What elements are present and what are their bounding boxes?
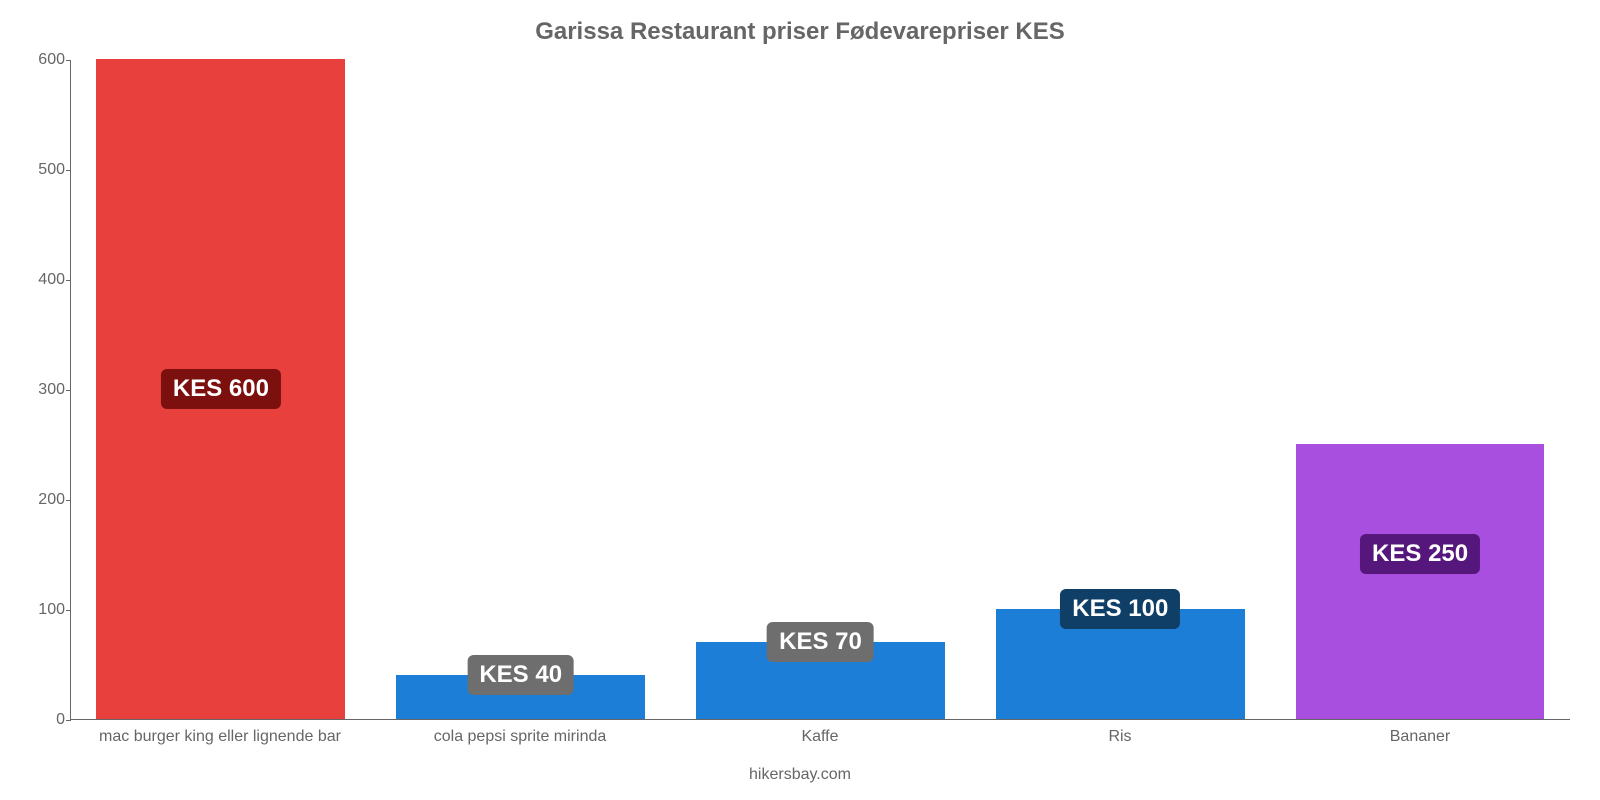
bars-container: KES 600 KES 40 KES 70 KES 100 KES 250	[71, 60, 1570, 719]
bar-slot: KES 100	[970, 60, 1270, 719]
chart-footer: hikersbay.com	[0, 766, 1600, 784]
bar-value-label: KES 40	[467, 655, 574, 695]
bar-value-label: KES 100	[1060, 589, 1180, 629]
y-tick-label: 300	[21, 381, 65, 399]
x-axis-label: cola pepsi sprite mirinda	[370, 728, 670, 746]
y-tick-label: 400	[21, 271, 65, 289]
bar-value-label: KES 250	[1360, 534, 1480, 574]
y-tick-mark	[66, 60, 71, 61]
plot-area: KES 600KES 40KES 70KES 100KES 250 010020…	[70, 60, 1570, 720]
price-bar-chart: Garissa Restaurant priser Fødevarepriser…	[0, 0, 1600, 800]
x-axis-label: Ris	[970, 728, 1270, 746]
bar-slot: KES 600	[71, 60, 371, 719]
y-tick-mark	[66, 280, 71, 281]
y-tick-label: 0	[21, 711, 65, 729]
bar	[1296, 444, 1545, 719]
y-tick-mark	[66, 390, 71, 391]
y-tick-label: 200	[21, 491, 65, 509]
y-tick-mark	[66, 170, 71, 171]
bar-slot: KES 70	[671, 60, 971, 719]
y-tick-label: 600	[21, 51, 65, 69]
x-axis-label: Kaffe	[670, 728, 970, 746]
bar-slot: KES 40	[371, 60, 671, 719]
bar-slot: KES 250	[1270, 60, 1570, 719]
y-tick-label: 500	[21, 161, 65, 179]
x-axis-labels: mac burger king eller lignende barcola p…	[70, 728, 1570, 746]
x-axis-label: Bananer	[1270, 728, 1570, 746]
y-tick-mark	[66, 720, 71, 721]
bar-value-label: KES 70	[767, 622, 874, 662]
y-tick-label: 100	[21, 601, 65, 619]
x-axis-label: mac burger king eller lignende bar	[70, 728, 370, 746]
bar-value-label: KES 600	[161, 369, 281, 409]
chart-title: Garissa Restaurant priser Fødevarepriser…	[0, 18, 1600, 46]
y-tick-mark	[66, 610, 71, 611]
y-tick-mark	[66, 500, 71, 501]
